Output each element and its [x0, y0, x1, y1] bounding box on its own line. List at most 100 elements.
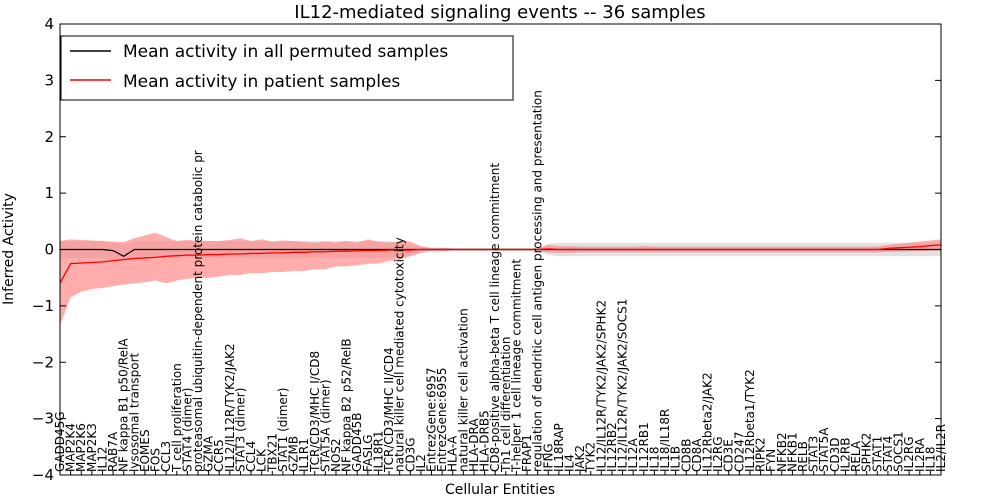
x-tick-label: IL12Rbeta1/TYK2: [743, 369, 757, 472]
x-tick-label: IL1R1: [297, 438, 311, 472]
x-tick-label: CD8-positive alpha-beta T cell lineage c…: [488, 163, 502, 472]
x-tick-label: regulation of dendritic cell antigen pro…: [531, 90, 545, 472]
x-tick-label: EOMES: [138, 429, 152, 472]
x-tick-label: STAT4: [881, 436, 895, 472]
x-tick-label: CD3G: [403, 437, 417, 472]
plot-area: [59, 232, 942, 326]
legend-label-patient: Mean activity in patient samples: [123, 72, 400, 92]
x-tick-label: NF kappa B2 p52/RelB: [340, 338, 354, 472]
x-tick-label: STAT4 (dimer): [180, 388, 194, 472]
x-tick-label: JAK2: [573, 445, 587, 473]
y-tick-label: −2: [32, 353, 54, 371]
x-tick-label: GADD45G: [53, 411, 67, 472]
x-tick-label: STAT1 (dimer): [276, 388, 290, 472]
x-tick-label: SPHK2: [860, 433, 874, 472]
x-tick-label: TCR/CD3/MHC II/CD4: [382, 347, 396, 473]
x-tick-label: IL12A: [626, 438, 640, 472]
x-tick-label: IL12: [95, 447, 109, 473]
x-tick-label: CCL3: [159, 441, 173, 472]
x-tick-label: FYN: [764, 449, 778, 472]
x-tick-label: TCR/CD3/MHC I/CD8: [308, 351, 322, 473]
x-tick-label: Th1 cell differentiation: [499, 337, 513, 474]
legend-box: [60, 35, 514, 101]
y-tick-label: −1: [32, 297, 54, 315]
x-tick-label: EntrezGene:6957: [425, 368, 439, 473]
x-tick-label: CD8B: [679, 439, 693, 473]
x-tick-label: CD8A: [690, 438, 704, 472]
x-tick-label: NF kappa B1 p50/RelA: [117, 338, 131, 472]
y-tick-label: −3: [32, 410, 54, 428]
x-tick-label: FASLG: [361, 434, 375, 472]
chart-title: IL12-mediated signaling events -- 36 sam…: [294, 2, 705, 23]
y-axis-label: Inferred Activity: [1, 193, 17, 305]
x-tick-label: IL12RB1: [637, 422, 651, 472]
x-tick-label: HLA-A: [446, 435, 460, 472]
x-tick-label: lysosomal transport: [127, 352, 141, 472]
x-tick-label: STAT3: [807, 436, 821, 472]
x-tick-label: IL12/IL12R/TYK2/JAK2: [223, 343, 237, 472]
axes: −4 −3 −2 −1 0 1 2 3 4: [32, 15, 942, 484]
x-tick-label: IL18: [923, 447, 937, 473]
x-tick-label: IL1B: [669, 446, 683, 472]
x-tick-label: IL4: [562, 454, 576, 472]
x-tick-label: NFKB2: [775, 432, 789, 472]
x-tick-label: FOS: [149, 448, 163, 472]
y-tick-label: 4: [44, 15, 54, 33]
x-tick-label: IL2RG: [902, 437, 916, 473]
x-tick-label: RELB: [796, 441, 810, 472]
x-tick-label: T cell proliferation: [170, 363, 184, 473]
x-tick-label: natural killer cell activation: [456, 308, 470, 472]
x-tick-label: CD3E: [722, 439, 736, 472]
x-tick-label: GADD45B: [350, 413, 364, 473]
x-tick-label: IFNG: [541, 443, 555, 472]
x-tick-label: IL2RG: [711, 437, 725, 473]
x-tick-label: CD3D: [828, 438, 842, 473]
x-tick-label: proteasomal ubiquitin-dependent protein …: [191, 150, 205, 472]
x-tick-label: IL12Rbeta2/JAK2: [700, 372, 714, 472]
y-tick-label: 2: [44, 128, 54, 146]
x-tick-label: NOS2: [329, 438, 343, 472]
x-tick-label: MAP2K6: [74, 423, 88, 472]
x-axis-label: Cellular Entities: [445, 482, 555, 498]
x-tick-label: HLA-DRA: [467, 418, 481, 472]
x-tick-label: IL2RB: [838, 438, 852, 472]
x-tick-label: RAB7A: [106, 431, 120, 472]
x-tick-label: NFKB1: [785, 432, 799, 472]
x-tick-label: MAP2K4: [64, 423, 78, 472]
x-tick-label: TYK2: [584, 442, 598, 473]
y-tick-label: 1: [44, 184, 54, 202]
y-tick-label: 0: [44, 241, 54, 259]
x-tick-label: T-helper 1 cell lineage commitment: [509, 259, 523, 473]
x-tick-label: RELA: [849, 440, 863, 472]
x-tick-label: LCK: [255, 448, 269, 472]
legend: Mean activity in all permuted samples Me…: [60, 35, 514, 101]
band-series-1: [60, 232, 941, 326]
y-tick-label: −4: [32, 466, 54, 484]
x-tick-label: IL12/IL12R/TYK2/JAK2/SPHK2: [594, 300, 608, 472]
x-tick-label: IL18/IL18R: [658, 409, 672, 472]
x-tick-label: CCR5: [212, 439, 226, 472]
x-tick-label: CD247: [732, 431, 746, 472]
x-tick-label: IL2RA: [913, 437, 927, 472]
line-series-1: [59, 244, 942, 284]
x-tick-label: FRAP1: [520, 434, 534, 472]
x-tick-label: CCL4: [244, 441, 258, 472]
x-tick-label: MAP2K3: [85, 423, 99, 472]
x-tick-label: IL2: [414, 454, 428, 472]
x-tick-label: STAT5A: [817, 427, 831, 472]
x-tick-label: IL18RAP: [552, 423, 566, 472]
x-tick-label: RIPK2: [754, 437, 768, 472]
x-tick-label: GZMB: [287, 436, 301, 472]
x-tick-label: SOCS1: [892, 431, 906, 472]
x-tick-label: GZMA: [202, 435, 216, 472]
x-tick-label: HLA-DRB5: [478, 410, 492, 472]
y-tick-label: 3: [44, 71, 54, 89]
x-tick-label: TBX21: [265, 433, 279, 473]
x-tick-label: natural killer cell mediated cytotoxicit…: [393, 237, 407, 472]
x-tick-label: IL18R1: [371, 431, 385, 472]
x-tick-label: STAT3 (dimer): [233, 388, 247, 472]
x-tick-label: IL2/IL2R: [934, 424, 948, 472]
x-tick-label: IL12RB2: [605, 422, 619, 472]
